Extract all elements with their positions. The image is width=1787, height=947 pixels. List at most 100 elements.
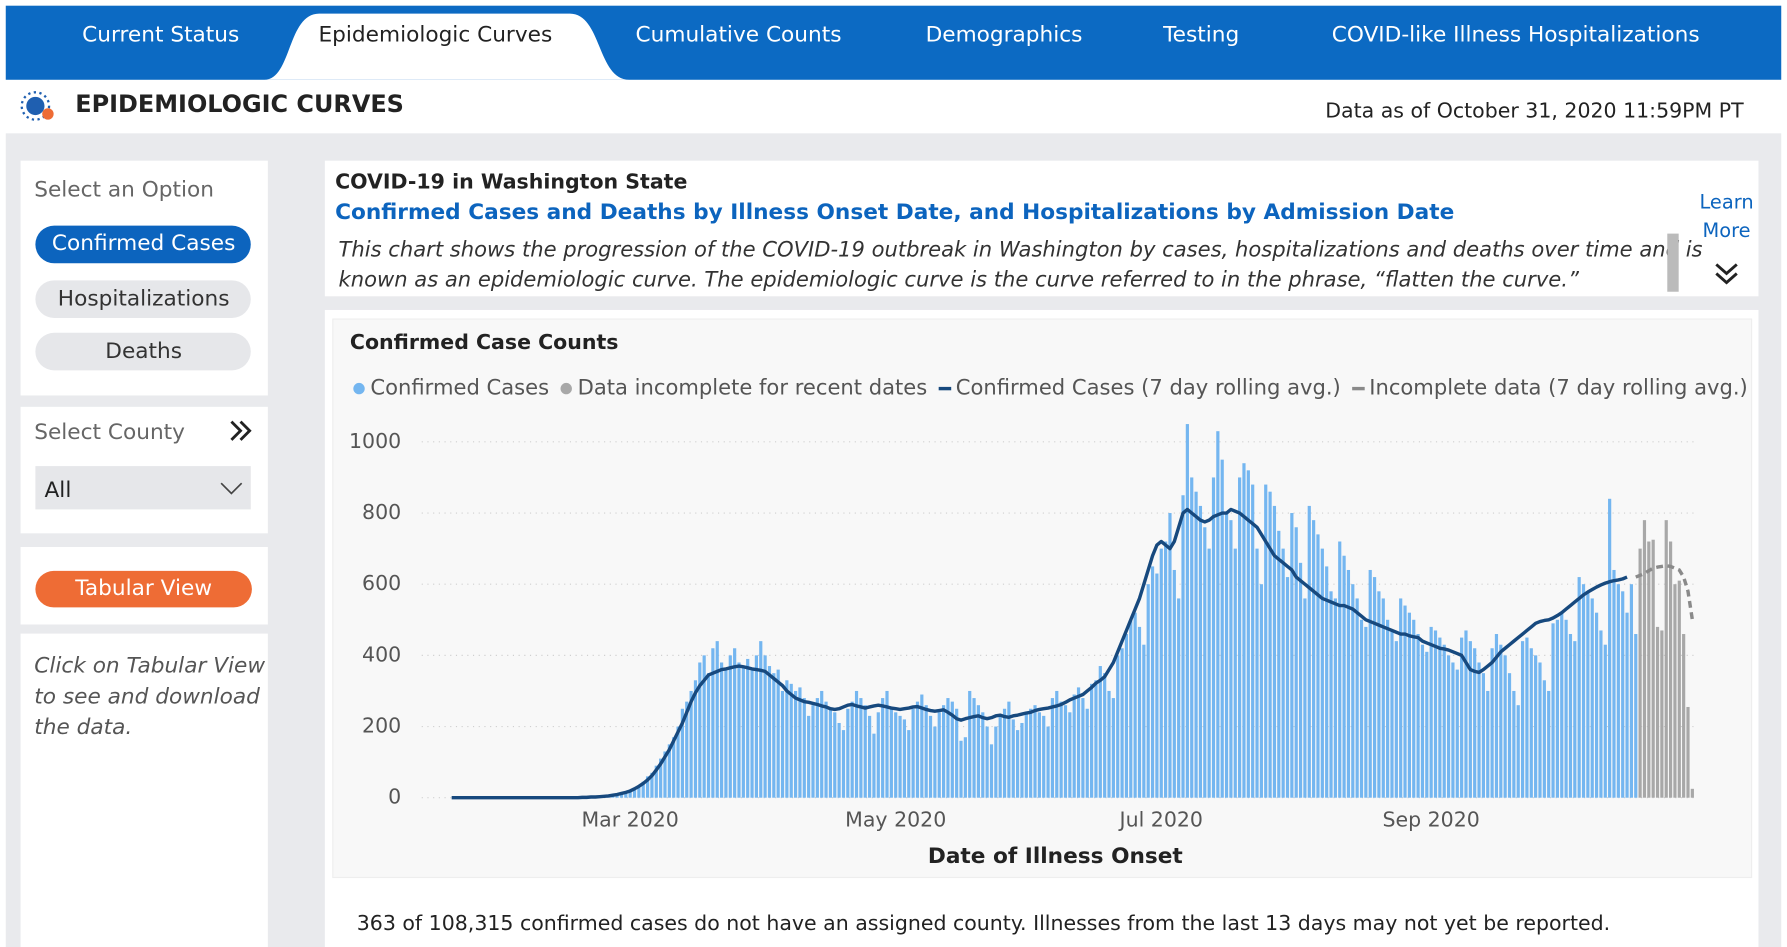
bar: [811, 705, 815, 798]
bar: [780, 690, 785, 798]
bar: [750, 669, 754, 798]
bar: [1050, 698, 1055, 798]
bar: [1342, 555, 1346, 798]
bar: [1464, 630, 1468, 798]
bar: [1037, 712, 1041, 798]
y-tick-label: 800: [362, 500, 401, 524]
bar: [733, 648, 737, 798]
bar: [654, 765, 658, 798]
bar: [1446, 655, 1451, 798]
bar: [1668, 541, 1673, 798]
bar: [1468, 641, 1472, 798]
bar: [1568, 634, 1573, 798]
bar: [698, 662, 702, 798]
bar: [1098, 666, 1102, 798]
bar: [1024, 712, 1028, 798]
bar: [1029, 708, 1033, 798]
bar: [1303, 598, 1307, 798]
bar: [706, 673, 711, 798]
bar: [1094, 680, 1098, 798]
bar: [702, 655, 706, 798]
option-pill-selected[interactable]: [35, 225, 251, 264]
tabular-view-button[interactable]: [35, 570, 252, 608]
bar: [1686, 706, 1690, 798]
bar: [672, 737, 676, 798]
bar: [841, 730, 846, 798]
bar: [1168, 513, 1172, 798]
footer-note: 363 of 108,315 confirmed cases do not ha…: [357, 911, 1610, 935]
bar: [1298, 562, 1303, 798]
bar: [1355, 598, 1359, 798]
bar: [1399, 598, 1403, 798]
bar: [1216, 431, 1220, 798]
bar: [1586, 591, 1590, 798]
option-pill[interactable]: [35, 332, 251, 371]
bar: [885, 690, 889, 798]
bar: [1002, 708, 1007, 798]
bar: [1198, 505, 1203, 798]
bar: [1381, 598, 1385, 798]
legend-label: Confirmed Cases: [370, 375, 549, 400]
bar: [1442, 644, 1446, 798]
bar: [1177, 598, 1181, 798]
tab[interactable]: Testing: [1162, 22, 1239, 47]
tab[interactable]: COVID-like Illness Hospitalizations: [1332, 22, 1700, 47]
bar: [867, 715, 872, 798]
option-pill[interactable]: [35, 280, 251, 318]
bar: [920, 694, 924, 798]
y-tick-label: 600: [362, 571, 401, 595]
bar: [1233, 548, 1237, 798]
bar: [989, 744, 994, 798]
bar: [1520, 641, 1525, 798]
bar: [1137, 626, 1142, 798]
bar: [1211, 477, 1216, 798]
bar: [1268, 491, 1272, 798]
bar: [1312, 520, 1316, 798]
bar: [1564, 619, 1568, 798]
bar: [711, 648, 715, 798]
bar: [1547, 690, 1551, 798]
bar: [1325, 566, 1329, 798]
scrollbar[interactable]: [1667, 233, 1679, 292]
bar: [1277, 530, 1281, 798]
bar: [1294, 527, 1298, 798]
tab[interactable]: Demographics: [926, 22, 1083, 47]
bar: [981, 712, 985, 798]
x-axis-label: Date of Illness Onset: [928, 844, 1183, 869]
bar: [1433, 630, 1438, 798]
bar: [680, 708, 684, 798]
bar: [1185, 424, 1189, 798]
bar: [1181, 495, 1185, 798]
tab[interactable]: Epidemiologic Curves: [319, 22, 553, 47]
expand-icon[interactable]: [230, 420, 252, 441]
y-tick-label: 1000: [349, 429, 401, 453]
bar: [1364, 626, 1368, 798]
bar: [719, 662, 724, 798]
tabular-note: the data.: [34, 715, 132, 740]
bar: [798, 687, 802, 798]
bar: [1538, 662, 1542, 798]
x-tick-label: Mar 2020: [581, 808, 678, 832]
bar: [1603, 644, 1607, 798]
bar: [820, 690, 824, 798]
learn-more[interactable]: Learn: [1699, 190, 1753, 213]
bar: [741, 666, 745, 798]
county-dropdown[interactable]: [35, 466, 251, 510]
bar: [1281, 548, 1285, 798]
bar: [1164, 541, 1168, 798]
more-chevron[interactable]: [1715, 263, 1738, 285]
bar: [985, 726, 989, 798]
active-tab[interactable]: [264, 13, 630, 80]
plot: 0 200 400 600 800 1000 Mar 2020 May 2020 Jul 202…: [349, 375, 1748, 832]
option-label: Deaths: [105, 339, 182, 364]
bar: [1682, 634, 1686, 798]
tab[interactable]: Cumulative Counts: [636, 22, 842, 47]
bar: [1438, 637, 1442, 798]
tab[interactable]: Current Status: [82, 22, 239, 47]
learn-more[interactable]: More: [1703, 219, 1751, 242]
bar: [1090, 683, 1094, 798]
bar: [767, 666, 772, 798]
legend-label: Incomplete data (7 day rolling avg.): [1369, 375, 1748, 400]
bar: [1220, 459, 1224, 798]
bar: [833, 712, 837, 798]
